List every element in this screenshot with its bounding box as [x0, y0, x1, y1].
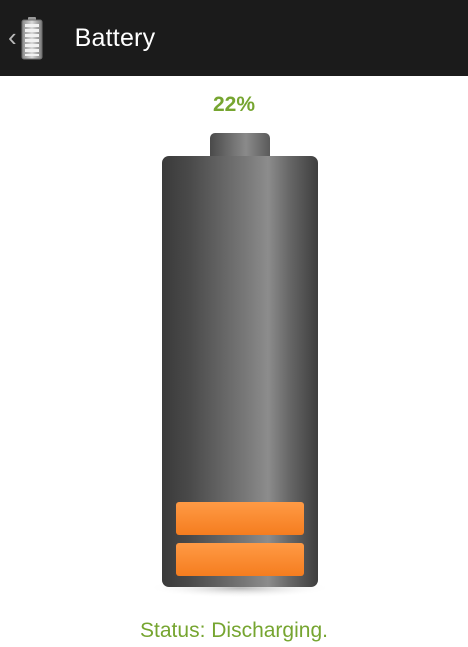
battery-cap — [210, 133, 270, 161]
up-navigation-button[interactable]: ‹ — [0, 0, 43, 76]
battery-level-bars — [176, 502, 304, 576]
battery-icon — [21, 17, 43, 60]
battery-level-bar — [176, 502, 304, 535]
chevron-left-icon: ‹ — [8, 22, 17, 52]
battery-graphic — [152, 130, 328, 600]
battery-body — [162, 156, 318, 587]
action-bar: ‹ Battery — [0, 0, 468, 76]
battery-percentage: 22% — [212, 93, 256, 116]
battery-level-bar — [176, 543, 304, 576]
battery-status-text: Status: Discharging. — [140, 619, 328, 642]
page-title: Battery — [74, 23, 156, 52]
